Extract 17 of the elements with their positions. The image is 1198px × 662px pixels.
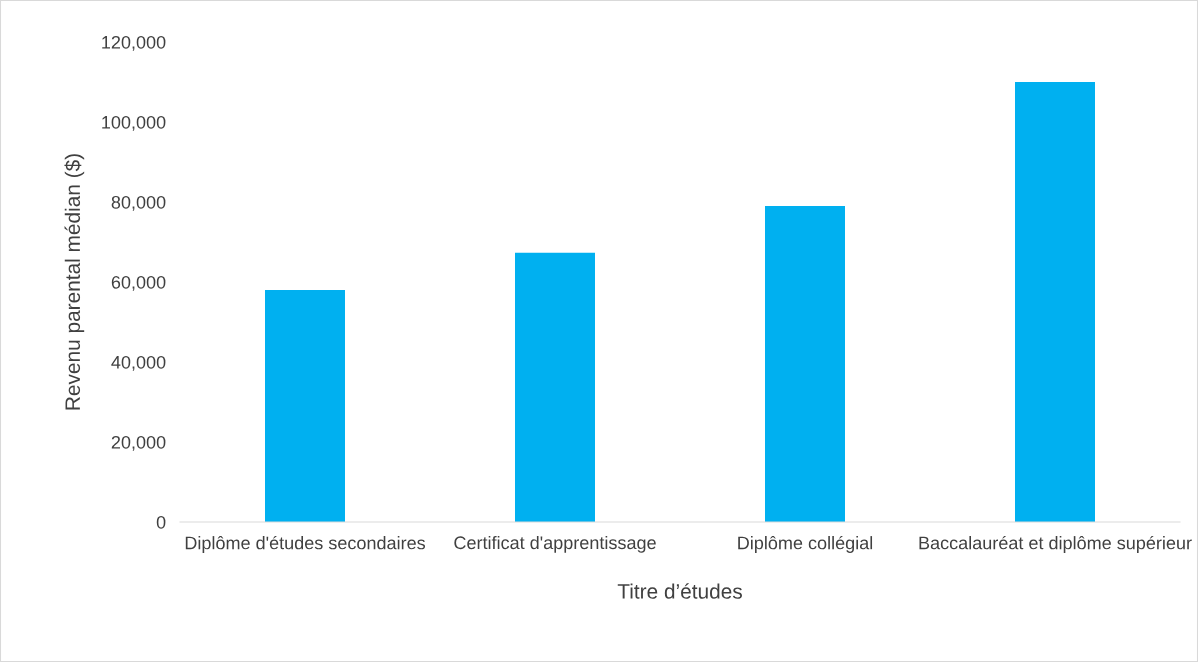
- y-tick-label: 0: [156, 515, 166, 529]
- y-tick-label: 60,000: [111, 275, 166, 291]
- x-tick-label: Diplôme d'études secondaires: [185, 535, 426, 553]
- x-tick-label: Certificat d'apprentissage: [454, 535, 656, 553]
- y-tick-label: 20,000: [111, 435, 166, 451]
- bar: [765, 206, 845, 522]
- y-axis-title: Revenu parental médian ($): [64, 154, 85, 410]
- y-tick-label: 80,000: [111, 195, 166, 211]
- bar: [1015, 82, 1095, 522]
- y-tick-label: 40,000: [111, 355, 166, 371]
- bar: [515, 252, 595, 522]
- x-axis-title: Titre d’études: [617, 583, 742, 599]
- x-tick-label: Baccalauréat et diplôme supérieur: [919, 535, 1192, 553]
- bar: [265, 290, 345, 522]
- x-tick-label: Diplôme collégial: [738, 535, 873, 553]
- y-tick-label: 120,000: [102, 35, 166, 51]
- y-tick-label: 100,000: [102, 115, 166, 131]
